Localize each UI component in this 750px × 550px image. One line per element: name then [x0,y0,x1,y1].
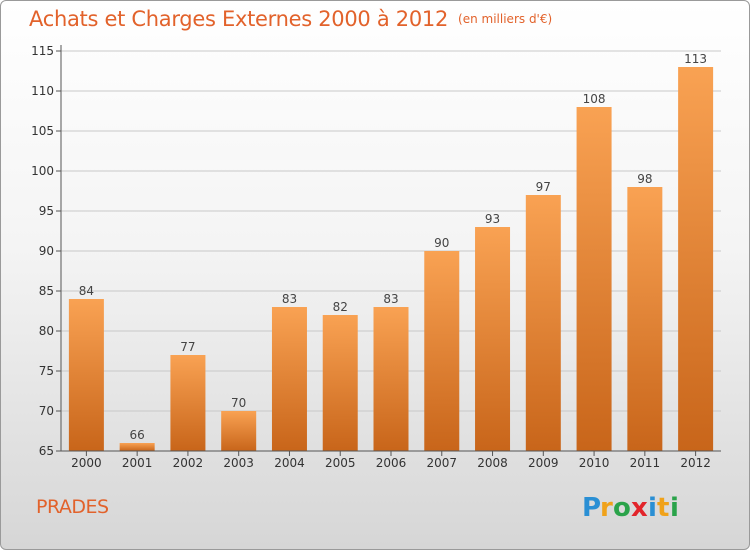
bars [68,67,714,451]
x-tick-label-2005: 2005 [325,456,356,470]
y-tick-label: 80 [39,324,54,338]
y-tick-label: 115 [31,44,54,58]
axes: 65 70 75 80 85 90 95 100 105 110 115 [31,44,721,458]
x-tick-label-2004: 2004 [274,456,305,470]
svg-text:t: t [657,493,669,523]
value-label-2006: 83 [383,292,398,306]
bar-2002 [170,355,206,451]
x-tick-label-2008: 2008 [477,456,508,470]
x-tick-label-2011: 2011 [630,456,661,470]
proxiti-logo: P r o x i t i [582,493,679,523]
value-label-2010: 108 [583,92,606,106]
x-tick-label-2012: 2012 [680,456,711,470]
svg-text:x: x [631,493,648,523]
x-tick-label-2001: 2001 [122,456,153,470]
y-tick-label: 105 [31,124,54,138]
value-label-2001: 66 [130,428,145,442]
y-tick-label: 65 [39,444,54,458]
bar-2009 [525,195,561,451]
svg-text:r: r [600,493,613,523]
bar-2011 [627,187,663,451]
bar-2004 [271,307,307,451]
value-label-2008: 93 [485,212,500,226]
labels: 2000 84 2001 66 2002 77 2003 70 2004 83 2005 82 2006… [71,52,711,470]
bar-2001 [119,443,155,451]
x-tick-label-2007: 2007 [426,456,457,470]
bar-2008 [475,227,511,451]
bar-2006 [373,307,409,451]
x-tick-label-2000: 2000 [71,456,102,470]
y-tick-label: 110 [31,84,54,98]
value-label-2012: 113 [684,52,707,66]
y-tick-label: 85 [39,284,54,298]
value-label-2003: 70 [231,396,246,410]
bar-2012 [678,67,714,451]
y-tick-label: 95 [39,204,54,218]
chart-title-text: Achats et Charges Externes 2000 à 2012 [29,7,449,31]
svg-text:i: i [670,493,679,523]
commune-name: PRADES [36,496,109,518]
value-label-2011: 98 [637,172,652,186]
svg-text:P: P [582,493,601,523]
y-tick-label: 70 [39,404,54,418]
bar-2000 [68,299,104,451]
svg-text:i: i [648,493,657,523]
x-tick-label-2002: 2002 [173,456,204,470]
chart-title: Achats et Charges Externes 2000 à 2012 (e… [29,7,552,31]
value-label-2002: 77 [180,340,195,354]
bar-2010 [576,107,612,451]
y-tick-label: 100 [31,164,54,178]
value-label-2005: 82 [333,300,348,314]
x-tick-label-2010: 2010 [579,456,610,470]
x-tick-label-2003: 2003 [223,456,254,470]
value-label-2007: 90 [434,236,449,250]
bar-2003 [221,411,257,451]
y-tick-label: 75 [39,364,54,378]
x-tick-label-2006: 2006 [376,456,407,470]
value-label-2004: 83 [282,292,297,306]
x-tick-label-2009: 2009 [528,456,559,470]
svg-text:o: o [613,493,631,523]
chart-subtitle: (en milliers d'€) [458,12,553,26]
bar-2005 [322,315,358,451]
value-label-2009: 97 [536,180,551,194]
bar-2007 [424,251,460,451]
y-tick-label: 90 [39,244,54,258]
value-label-2000: 84 [79,284,94,298]
